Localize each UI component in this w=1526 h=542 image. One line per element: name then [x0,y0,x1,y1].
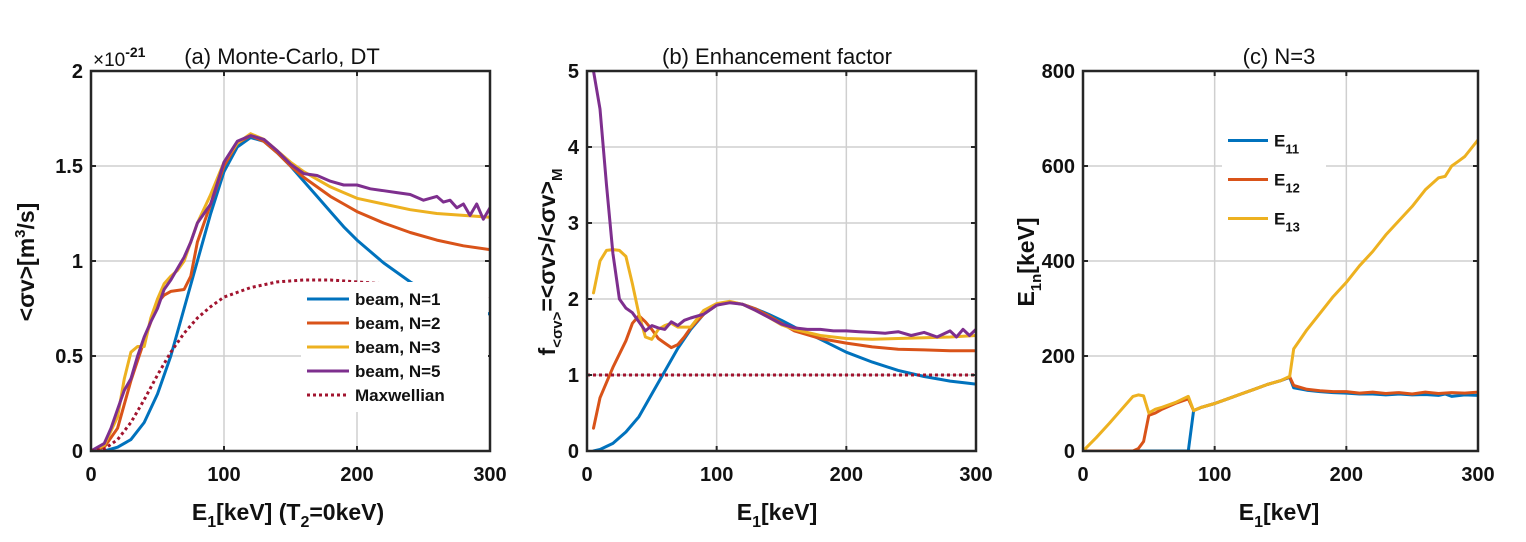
series-line-e11 [1083,375,1478,451]
y-tick-label: 0 [568,441,579,463]
x-tick-label: 200 [340,464,373,486]
x-tick-label: 100 [700,464,733,486]
series-group [1083,138,1478,451]
x-tick-label: 300 [959,464,992,486]
legend: beam, N=1 beam, N=2 beam, N=3 beam, N=5 Maxw… [301,282,488,412]
y-tick-label: 0 [72,441,83,463]
legend-label: beam, N=2 [355,314,441,333]
panel-b: (b) Enhancement factor E1[keV] f<σv>=<σv… [534,44,993,531]
legend-label: E12 [1274,171,1300,196]
legend-label: Maxwellian [355,386,445,405]
y-tick-label: 2 [72,61,83,83]
panel-a: (a) Monte-Carlo, DT ×10-21 E1[keV] (T2=0… [12,44,507,531]
legend-label: beam, N=1 [355,290,441,309]
panel-a-y-label: <σv>[m3/s] [12,203,39,322]
legend-label: E11 [1274,132,1299,157]
series-line-e13 [1083,138,1478,451]
x-tick-label: 100 [207,464,240,486]
y-tick-label: 2 [568,289,579,311]
y-tick-label: 400 [1042,251,1075,273]
series-line-beam-n-5 [592,71,976,339]
y-tick-label: 3 [568,213,579,235]
legend-label: E13 [1274,210,1300,235]
series-line-beam-n-3 [592,248,976,341]
panel-a-title: (a) Monte-Carlo, DT [184,44,380,69]
y-tick-label: 1 [72,251,83,273]
panel-b-x-label: E1[keV] [737,499,818,531]
y-tick-label: 1.5 [55,156,83,178]
y-tick-label: 1 [568,365,579,387]
x-tick-label: 0 [1077,464,1088,486]
panel-b-y-label: f<σv>=<σv>/<σv>M [534,169,566,356]
panel-a-y-multiplier: ×10-21 [93,44,146,71]
y-tick-label: 600 [1042,156,1075,178]
panel-c-y-label: E1n[keV] [1013,217,1045,306]
panel-b-title: (b) Enhancement factor [662,44,892,69]
panel-c-x-label: E1[keV] [1239,499,1320,531]
x-tick-label: 200 [1330,464,1363,486]
series-line-maxwellian [91,278,490,451]
y-tick-label: 4 [568,137,580,159]
legend-label: beam, N=5 [355,362,441,381]
y-tick-label: 800 [1042,61,1075,83]
x-tick-label: 100 [1198,464,1231,486]
x-tick-label: 200 [830,464,863,486]
series-group [587,71,976,451]
grid [586,70,977,452]
panel-c: (c) N=3 E1[keV] E1n[keV] 0 100 200 300 0 200 4… [1013,44,1495,531]
panel-c-title: (c) N=3 [1243,44,1316,69]
x-tick-label: 300 [473,464,506,486]
axes-frame [585,69,978,453]
x-tick-label: 0 [85,464,96,486]
x-tick-label: 300 [1461,464,1494,486]
y-tick-label: 200 [1042,346,1075,368]
y-tick-label: 0.5 [55,346,83,368]
panel-a-x-label: E1[keV] (T2=0keV) [192,499,384,531]
legend-label: beam, N=3 [355,338,441,357]
series-line-beam-n-5 [91,134,490,451]
series-line-e12 [1083,375,1478,451]
y-tick-label: 0 [1064,441,1075,463]
y-tick-label: 5 [568,61,579,83]
legend: E11 E12 E13 [1222,116,1326,243]
x-tick-label: 0 [581,464,592,486]
